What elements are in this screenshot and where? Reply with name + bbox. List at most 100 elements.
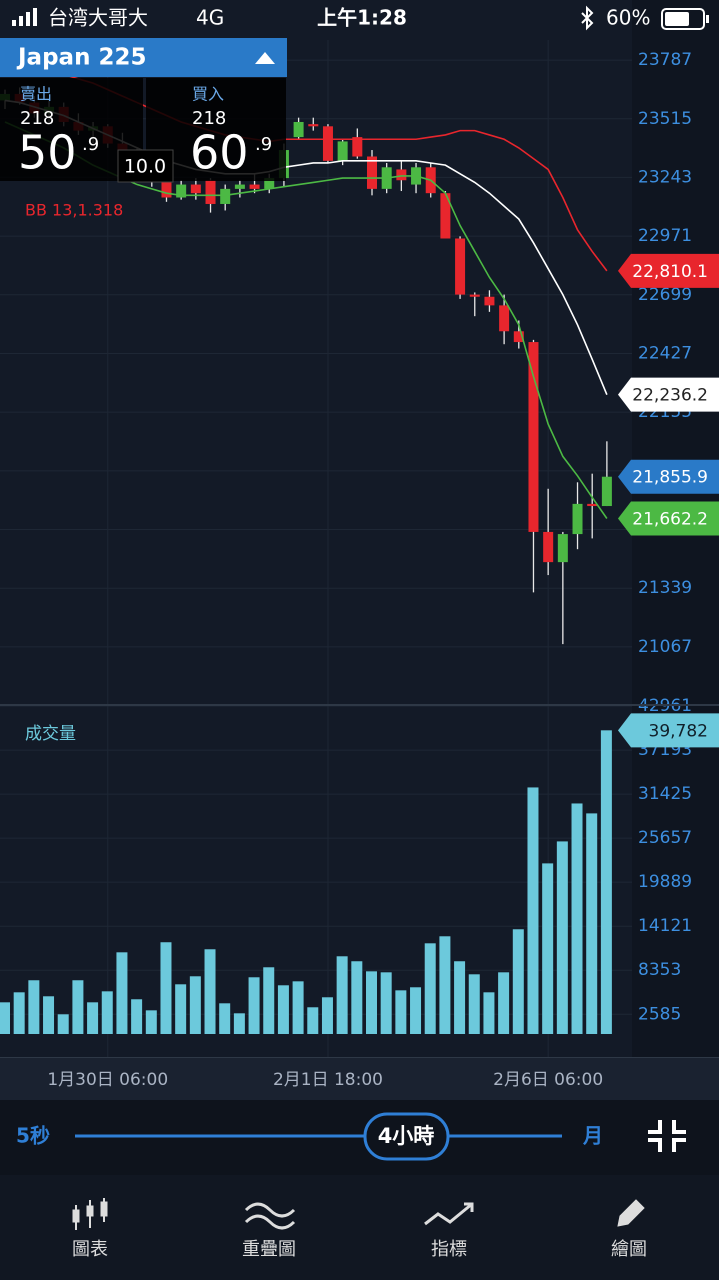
candle-body [455,238,466,295]
volume-bar [468,974,480,1034]
instrument-bar[interactable] [0,38,287,77]
y-tick-label: 23787 [638,50,692,70]
tab-icon-overlay [244,1202,296,1230]
time: 上午1:28 [317,6,407,30]
volume-bar [57,1014,69,1034]
volume-bar [380,972,392,1034]
collapse-icon[interactable] [648,1120,686,1152]
candle-body [293,121,304,138]
network: 4G [196,6,224,30]
candle-body [205,180,216,204]
volume-bar [219,1003,231,1034]
volume-bar [263,967,275,1034]
buy-small: 218 [192,108,226,129]
bluetooth-icon [581,5,594,31]
timeframe-min[interactable]: 5秒 [16,1124,50,1148]
candle-body [264,178,275,189]
volume-bar [87,1002,99,1034]
candle-body [220,188,231,204]
volume-bar [292,981,304,1034]
y-tick-label: 2585 [638,1004,681,1024]
buy-big: 60 [190,126,249,180]
signal-bar [19,16,23,26]
expand-icon [255,52,275,64]
carrier: 台湾大哥大 [48,6,148,30]
volume-bar [395,990,407,1034]
tab-icon-indicator [424,1202,474,1226]
y-tick-label: 42961 [638,696,692,716]
volume-bar [101,991,113,1034]
volume-bar [116,952,128,1034]
volume-bar [43,996,55,1034]
volume-bar [233,1013,245,1034]
volume-bar [336,956,348,1034]
buy-label: 買入 [192,85,224,104]
y-tick-label: 22699 [638,285,692,305]
y-tick-label: 22971 [638,226,692,246]
candle-body [499,305,510,332]
y-tick-label: 21067 [638,637,692,657]
volume-bar [277,985,289,1034]
candle-body [528,342,539,532]
signal-bar [12,20,16,26]
candle-body [557,534,568,563]
tab-label[interactable]: 圖表 [72,1239,108,1260]
candle-body [234,184,245,189]
timeframe-selected: 4小時 [378,1124,435,1148]
volume-bar [512,929,524,1034]
candle-body [601,476,612,507]
collapse-arrows [648,1120,686,1152]
candle-body [469,294,480,297]
volume-bar [527,787,539,1034]
timeframe-knob[interactable] [363,1112,450,1161]
value-tag-label: 22,810.1 [632,262,708,282]
y-tick-label: 23243 [638,167,692,187]
status-bar: 台湾大哥大 4G 上午1:28 60% [12,5,709,31]
volume-bar [600,730,612,1034]
spread: 10.0 [124,156,166,178]
sell-big: 50 [18,126,77,180]
volume-bar [145,1010,157,1034]
tab-icon-draw [617,1199,645,1227]
tab-label[interactable]: 重疊圖 [242,1239,296,1260]
volume-bar [175,984,187,1034]
volume-bar [0,1002,10,1034]
candle-body [440,193,451,239]
tab-icon-candle [86,1205,94,1217]
volume-bar [28,980,40,1034]
timeframe-max[interactable]: 月 [582,1124,603,1148]
volume-bar [189,976,201,1034]
volume-bar [160,942,172,1034]
y-tick-label: 21339 [638,578,692,598]
indicator-label: BB 13,1.318 [25,201,123,220]
instrument-name: Japan 225 [16,45,146,71]
volume-bar [454,961,466,1034]
volume-bar [366,971,377,1034]
tab-label[interactable]: 繪圖 [611,1239,647,1260]
value-tag-label: 21,855.9 [632,468,708,488]
tabs: 圖表 重疊圖 指標 繪圖 [72,1239,647,1260]
candle-body [176,184,187,198]
tab-icon-candle [100,1201,108,1217]
candle-body [513,331,524,343]
signal-bar [33,8,37,26]
value-tag-label: 22,236.2 [632,386,708,406]
x-tick-label: 2月6日 06:00 [493,1070,603,1090]
y-tick-label: 8353 [638,960,681,980]
candle-body [308,124,319,127]
value-tag [618,377,719,412]
instrument-panel[interactable]: Japan 225 賣出 218 50 .9 10.0 買入 218 60 .9 [0,38,287,183]
value-tag [618,713,719,748]
y-tick-label: 14121 [638,916,692,936]
tab-label[interactable]: 指標 [431,1239,467,1260]
volume-title: 成交量 [25,724,76,744]
volume-bar [410,987,422,1034]
value-tag-label: 21,662.2 [632,510,708,530]
volume-bar [483,992,495,1034]
volume-bar [248,977,260,1034]
tab-icon-candle [72,1209,80,1223]
candle-body [484,296,495,306]
volume-bar [586,813,598,1034]
volume-bar [307,1007,319,1034]
battery-tip [706,15,709,23]
